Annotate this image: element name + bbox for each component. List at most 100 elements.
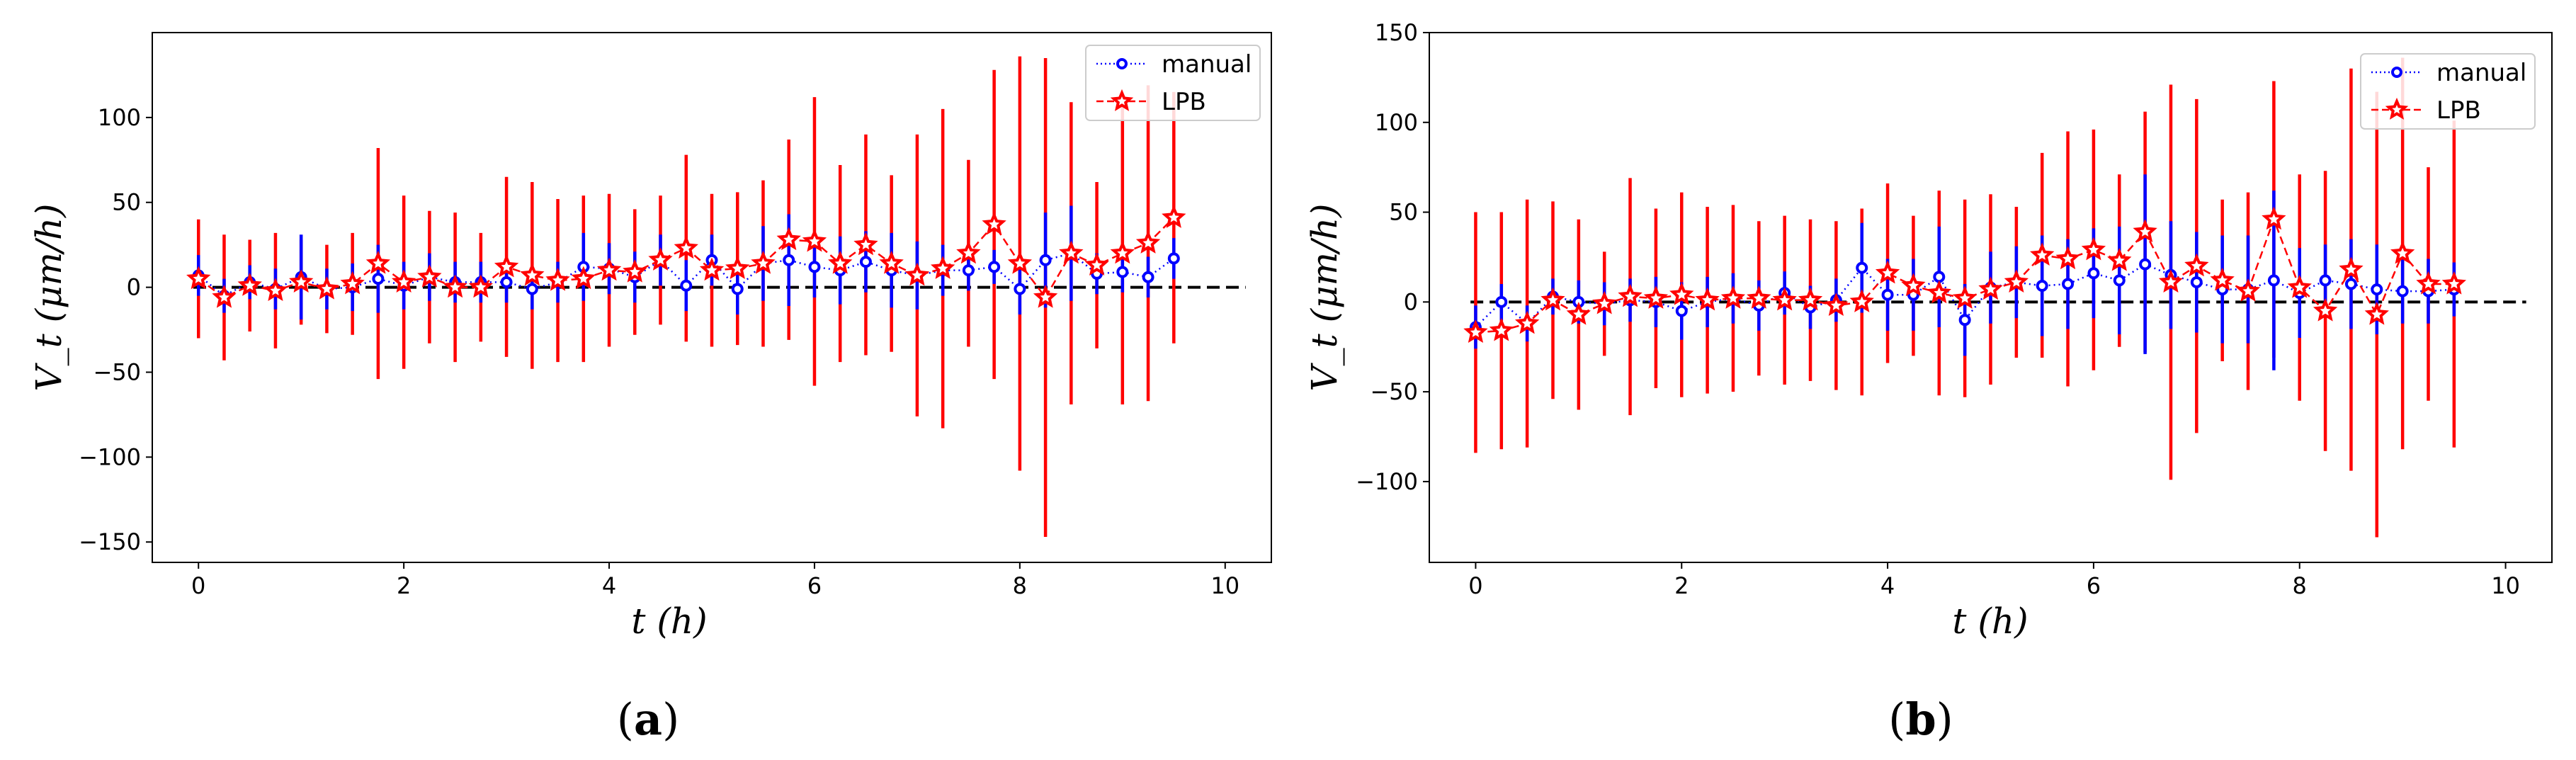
x-tick-label-a-1: 2 xyxy=(397,572,411,599)
point-manual-a-32 xyxy=(1014,283,1026,295)
point-lpb-b-8 xyxy=(1669,282,1694,305)
point-lpb-a-0 xyxy=(186,266,211,290)
x-axis-label-b: t (h) xyxy=(1952,601,2028,642)
point-lpb-a-16 xyxy=(596,257,622,281)
point-lpb-b-21 xyxy=(2004,269,2029,293)
point-manual-b-36 xyxy=(2396,285,2409,297)
point-lpb-a-26 xyxy=(853,232,878,256)
point-manual-a-26 xyxy=(859,256,872,268)
legend-marker-lpb-b xyxy=(2385,97,2409,120)
legend-label-lpb-a: LPB xyxy=(1162,88,1206,116)
point-manual-a-30 xyxy=(962,264,975,277)
point-manual-a-23 xyxy=(783,254,795,266)
point-manual-a-36 xyxy=(1116,266,1129,278)
point-lpb-a-3 xyxy=(263,278,288,302)
x-tick-label-b-5: 10 xyxy=(2491,572,2520,599)
series-line-manual-b xyxy=(1475,263,2454,328)
point-lpb-a-34 xyxy=(1059,240,1084,264)
point-manual-b-34 xyxy=(2344,278,2357,290)
point-lpb-a-5 xyxy=(314,276,339,300)
y-tick-label-a-1: −100 xyxy=(79,443,141,470)
point-manual-a-31 xyxy=(988,261,1001,273)
series-layer-a xyxy=(186,56,1186,538)
point-lpb-a-23 xyxy=(776,227,801,251)
point-manual-b-18 xyxy=(1933,271,1946,283)
y-tick-label-b-0: −100 xyxy=(1356,468,1418,495)
point-lpb-b-29 xyxy=(2210,267,2235,291)
point-lpb-b-26 xyxy=(2133,219,2157,243)
point-lpb-a-15 xyxy=(571,266,596,290)
point-manual-a-33 xyxy=(1039,254,1052,266)
point-manual-a-19 xyxy=(680,279,693,292)
point-lpb-b-7 xyxy=(1643,285,1669,309)
x-tick-label-b-2: 4 xyxy=(1880,572,1895,599)
x-tick-label-b-0: 0 xyxy=(1468,572,1482,599)
point-manual-a-13 xyxy=(526,283,538,295)
point-lpb-b-10 xyxy=(1720,285,1746,309)
legend-label-manual-b: manual xyxy=(2436,59,2526,87)
point-lpb-b-22 xyxy=(2030,242,2055,266)
x-axis-ticks-a: 0 2 4 6 8 10 xyxy=(191,562,1239,599)
y-tick-label-b-1: −50 xyxy=(1370,378,1418,405)
x-axis-label-a: t (h) xyxy=(631,601,707,642)
point-lpb-a-13 xyxy=(520,262,545,286)
point-manual-b-26 xyxy=(2139,258,2152,271)
y-tick-label-b-3: 50 xyxy=(1389,199,1418,226)
point-lpb-b-25 xyxy=(2107,247,2132,271)
x-tick-label-a-0: 0 xyxy=(191,572,205,599)
point-lpb-a-18 xyxy=(648,247,673,271)
point-lpb-b-3 xyxy=(1541,287,1565,311)
point-lpb-a-27 xyxy=(879,251,904,274)
point-lpb-b-35 xyxy=(2364,302,2389,325)
point-lpb-b-16 xyxy=(1875,260,1900,284)
legend-label-manual-a: manual xyxy=(1162,50,1252,79)
point-lpb-a-20 xyxy=(699,257,725,281)
point-lpb-a-19 xyxy=(674,235,698,259)
point-lpb-a-21 xyxy=(725,256,750,279)
point-lpb-b-15 xyxy=(1849,289,1874,312)
point-manual-a-12 xyxy=(500,276,513,288)
point-lpb-a-38 xyxy=(1162,205,1186,228)
x-tick-label-a-3: 6 xyxy=(807,572,822,599)
point-manual-a-37 xyxy=(1142,271,1154,283)
point-lpb-a-10 xyxy=(443,274,467,298)
point-lpb-b-5 xyxy=(1592,290,1617,314)
x-tick-label-a-4: 8 xyxy=(1013,572,1027,599)
point-lpb-b-14 xyxy=(1824,293,1849,317)
y-axis-ticks-b: −100 −50 0 50 100 150 xyxy=(1356,19,1429,495)
point-lpb-b-28 xyxy=(2184,253,2209,277)
caption-a: (a) xyxy=(617,693,680,745)
point-lpb-a-9 xyxy=(417,264,442,288)
point-lpb-a-24 xyxy=(802,228,827,252)
point-lpb-b-4 xyxy=(1566,302,1591,325)
point-lpb-a-31 xyxy=(982,211,1006,235)
point-lpb-a-36 xyxy=(1110,240,1135,264)
point-lpb-a-35 xyxy=(1084,252,1109,276)
chart-panel-b: 0 2 4 6 8 10 −100 −50 0 50 100 150 t (h) V_t (μm/h… xyxy=(1304,19,2553,745)
point-manual-a-7 xyxy=(372,273,385,285)
point-lpb-a-14 xyxy=(545,268,570,291)
point-manual-b-33 xyxy=(2319,274,2332,287)
point-lpb-b-9 xyxy=(1695,287,1720,311)
point-lpb-b-12 xyxy=(1772,287,1797,311)
legend-marker-manual-a xyxy=(1116,58,1128,69)
y-tick-label-a-3: 0 xyxy=(127,274,141,301)
x-tick-label-b-4: 8 xyxy=(2293,572,2307,599)
legend-b: manual LPB xyxy=(2360,53,2536,130)
legend-marker-lpb-a xyxy=(1110,89,1134,111)
point-manual-a-21 xyxy=(731,283,744,295)
point-lpb-a-8 xyxy=(391,269,416,293)
y-tick-label-b-2: 0 xyxy=(1404,288,1418,315)
point-lpb-b-11 xyxy=(1747,285,1771,309)
point-manual-b-28 xyxy=(2190,276,2203,288)
y-axis-label-b: V_t (μm/h) xyxy=(1304,203,1345,391)
point-lpb-b-31 xyxy=(2262,206,2286,230)
point-manual-b-31 xyxy=(2267,274,2280,287)
point-lpb-a-2 xyxy=(237,273,262,296)
point-lpb-b-34 xyxy=(2339,256,2364,280)
point-lpb-b-1 xyxy=(1489,317,1514,341)
x-tick-label-a-5: 10 xyxy=(1210,572,1239,599)
legend-marker-manual-b xyxy=(2391,67,2402,78)
point-lpb-b-19 xyxy=(1952,285,1978,309)
